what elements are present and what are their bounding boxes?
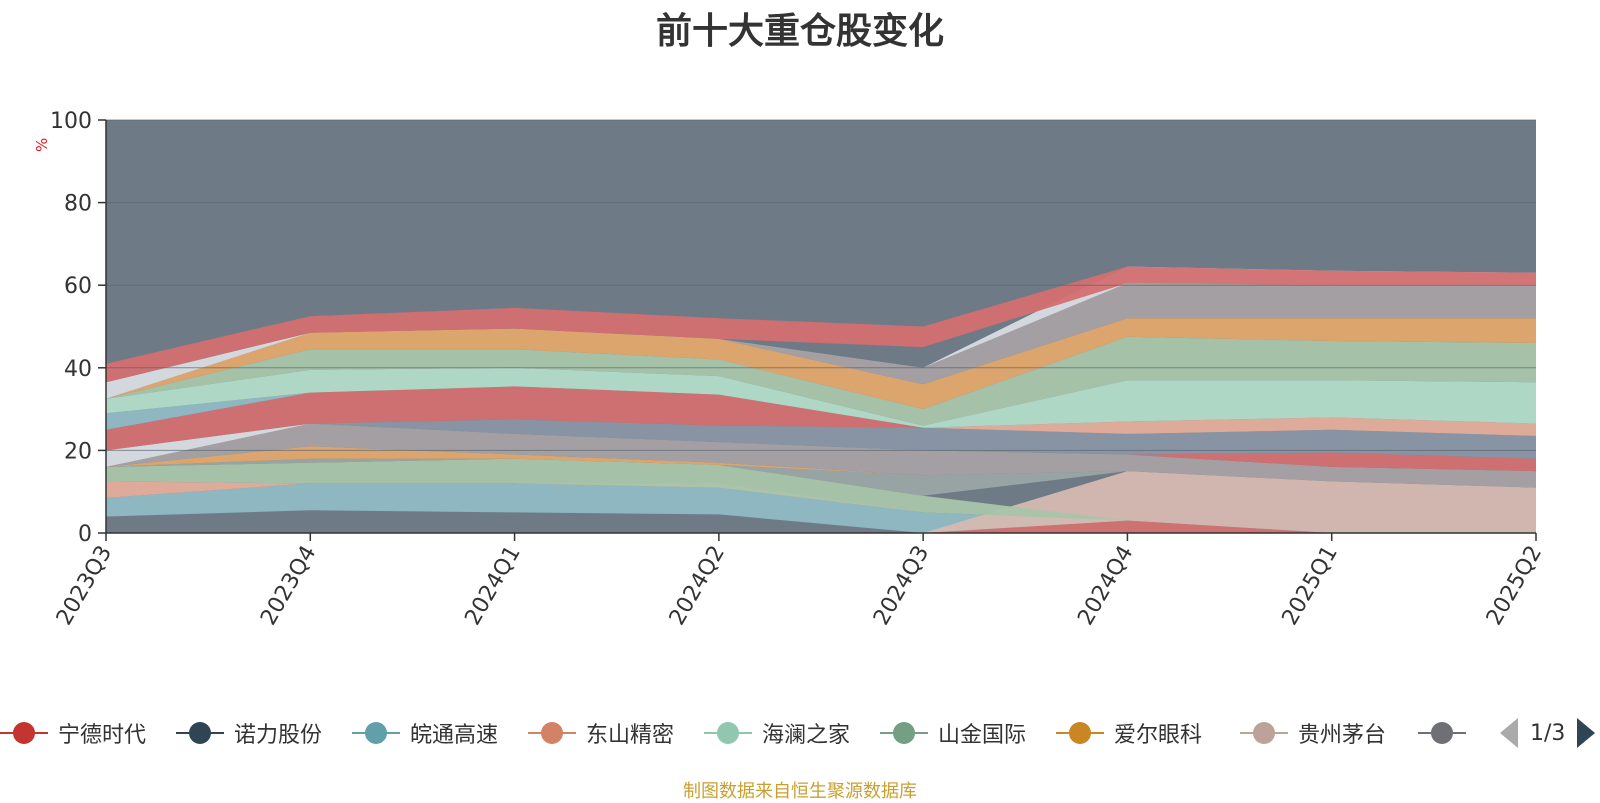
- x-tick-label: 2024Q3: [869, 542, 934, 630]
- x-tick-label: 2023Q4: [256, 542, 321, 630]
- legend-label: 山金国际: [938, 723, 1027, 748]
- area-band-13: [106, 386, 1536, 451]
- area-band-4: [106, 481, 1536, 533]
- legend-swatch-icon: [528, 721, 576, 745]
- area-band-5: [106, 458, 1536, 533]
- legend-item[interactable]: 爱尔眼科: [1056, 713, 1202, 753]
- legend-item[interactable]: 山金国际: [880, 713, 1026, 753]
- y-tick-label: 60: [64, 274, 92, 299]
- legend-item[interactable]: 宁德时代: [0, 713, 146, 753]
- legend-label: 诺力股份: [234, 723, 323, 748]
- legend-swatch-icon: [1240, 721, 1288, 745]
- chart-title: 前十大重仓股变化: [655, 11, 944, 52]
- y-axis-unit-label: %: [33, 137, 51, 152]
- x-tick-label: 2025Q1: [1278, 542, 1343, 630]
- area-band-15: [106, 367, 1536, 428]
- legend-label: 海澜之家: [762, 723, 851, 748]
- legend-label: 东山精密: [586, 723, 675, 748]
- area-band-0: [106, 510, 1536, 533]
- chart-plot: 0 20 40 60 80 100 2023Q3 2023Q4 2024Q1 2024Q2 2024…: [50, 109, 1547, 630]
- x-tick-label: 2024Q2: [665, 542, 730, 630]
- area-band-2: [106, 471, 1536, 533]
- legend-swatch-icon: [176, 721, 224, 745]
- area-band-7: [106, 446, 1536, 488]
- x-tick-label: 2024Q1: [460, 542, 525, 630]
- legend-swatch-icon: [880, 721, 928, 745]
- y-tick-label: 20: [64, 439, 92, 464]
- y-tick-label: 100: [50, 109, 92, 134]
- y-tick-label: 40: [64, 357, 92, 382]
- area-band-10: [106, 419, 1536, 467]
- source-note: 制图数据来自恒生聚源数据库: [683, 781, 917, 802]
- legend-item[interactable]: 海澜之家: [704, 713, 850, 753]
- area-band-6: [106, 458, 1536, 496]
- x-tick-label: 2024Q4: [1073, 542, 1138, 630]
- legend-swatch-icon: [704, 721, 752, 745]
- legend-label: 皖通高速: [410, 723, 499, 748]
- legend-item[interactable]: 皖通高速: [352, 713, 498, 753]
- legend-item[interactable]: 东山精密: [528, 713, 674, 753]
- pager-page-indicator: 1/3: [1530, 720, 1566, 746]
- legend-item[interactable]: [1418, 713, 1468, 753]
- pager-next-arrow-icon[interactable]: [1577, 718, 1596, 748]
- area-band-18: [106, 283, 1536, 399]
- pager-prev-arrow-icon[interactable]: [1500, 718, 1518, 748]
- area-band-1: [106, 483, 1536, 533]
- x-tick-label: 2025Q2: [1482, 542, 1547, 630]
- legend-label: 宁德时代: [58, 723, 147, 748]
- legend-item[interactable]: 贵州茅台: [1240, 713, 1386, 753]
- legend-swatch-icon: [1418, 721, 1466, 745]
- area-band-8: [106, 423, 1536, 488]
- legend-swatch-icon: [1056, 721, 1104, 745]
- legend-label: 贵州茅台: [1298, 723, 1387, 748]
- y-tick-label: 0: [78, 522, 92, 547]
- legend-swatch-icon: [0, 721, 48, 745]
- area-band-20: [106, 266, 1536, 383]
- area-band-9: [106, 423, 1536, 472]
- legend-swatch-icon: [352, 721, 400, 745]
- legend-label: 爱尔眼科: [1114, 723, 1203, 748]
- x-tick-label: 2023Q3: [52, 542, 117, 630]
- area-band-16: [106, 336, 1536, 426]
- legend-item[interactable]: 诺力股份: [176, 713, 322, 753]
- area-band-17: [106, 318, 1536, 410]
- area-band-11: [106, 417, 1536, 467]
- legend: 宁德时代 诺力股份 皖通高速 东山精密 海澜之家 山金国际 爱尔眼科 贵州茅台: [0, 713, 1468, 753]
- y-tick-label: 80: [64, 192, 92, 217]
- area-band-3: [106, 520, 1536, 533]
- legend-pager: 1/3: [1500, 713, 1596, 753]
